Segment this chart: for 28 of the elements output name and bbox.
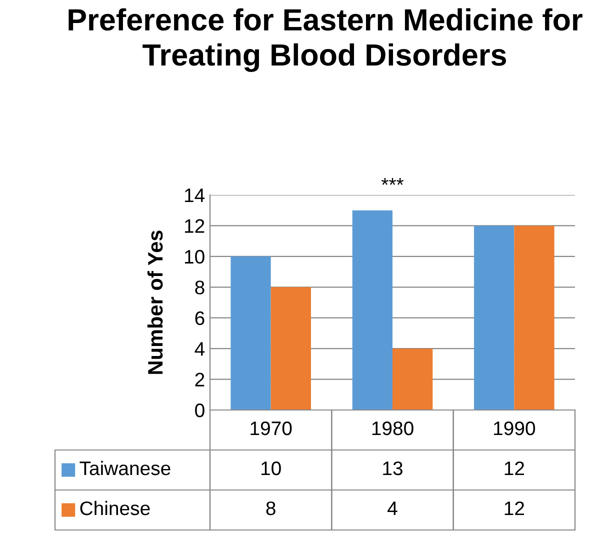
data-label: 4 [388, 502, 398, 516]
bar [514, 226, 554, 410]
legend-label: Taiwanese [80, 460, 170, 476]
x-tick-label: 1970 [250, 421, 292, 436]
y-tick-label: 8 [195, 280, 204, 294]
data-label: 13 [383, 461, 402, 476]
text: *** [381, 178, 404, 185]
y-axis-title: Number of Yes [147, 230, 163, 374]
y-tick-label: 0 [195, 403, 204, 418]
bar [230, 256, 271, 410]
y-tick-label: 2 [195, 372, 204, 386]
data-label: 12 [504, 461, 524, 476]
y-tick-label: 12 [184, 219, 204, 233]
legend-label: Chinese [80, 500, 150, 516]
data-label: 8 [266, 501, 276, 516]
chart-title: Preference for Eastern Medicine for Treating Blood Disorders [68, 8, 582, 72]
bar [474, 226, 514, 410]
x-tick-label: 1980 [372, 421, 414, 436]
bar [270, 287, 311, 410]
y-tick-label: 4 [194, 342, 205, 356]
bar [392, 348, 433, 410]
data-label: 12 [504, 501, 524, 516]
y-tick-label: 6 [195, 311, 204, 326]
y-tick-label: 14 [184, 188, 205, 202]
y-tick-label: 10 [184, 250, 204, 264]
data-label: 10 [262, 461, 281, 476]
x-tick-label: 1990 [494, 421, 536, 436]
bar [352, 210, 392, 410]
